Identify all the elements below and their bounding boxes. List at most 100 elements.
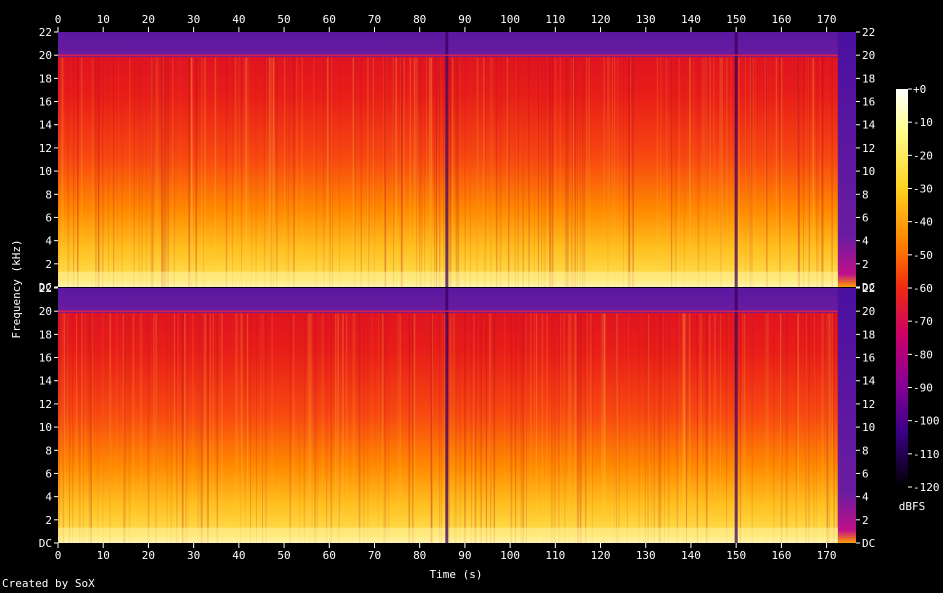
texture-streak — [91, 313, 93, 543]
texture-streak — [240, 313, 243, 543]
texture-streak — [133, 57, 135, 287]
texture-streak — [552, 57, 554, 287]
texture-streak — [303, 313, 306, 543]
texture-streak — [797, 313, 799, 543]
texture-streak — [560, 313, 562, 543]
texture-streak — [678, 313, 680, 543]
texture-streak — [109, 313, 111, 543]
texture-streak — [128, 313, 131, 543]
y-tick-label: 2 — [862, 514, 869, 527]
x-tick-label: 100 — [500, 549, 520, 562]
y-tick-label: 2 — [45, 514, 52, 527]
texture-streak — [352, 313, 354, 543]
texture-streak — [273, 57, 275, 287]
texture-streak — [209, 313, 211, 543]
texture-streak — [564, 57, 567, 287]
texture-streak — [607, 57, 609, 287]
texture-streak — [573, 313, 576, 543]
texture-streak — [469, 57, 471, 287]
texture-streak — [167, 57, 169, 287]
texture-streak — [699, 313, 700, 543]
texture-streak — [352, 57, 355, 287]
texture-streak — [670, 57, 673, 287]
texture-streak — [826, 313, 828, 543]
y-tick-label: 14 — [862, 119, 876, 132]
texture-streak — [578, 313, 580, 543]
texture-streak — [767, 57, 768, 287]
texture-streak — [73, 57, 75, 287]
texture-streak — [573, 57, 574, 287]
x-tick-label: 60 — [323, 13, 336, 26]
texture-streak — [236, 313, 238, 543]
texture-streak — [473, 313, 475, 543]
texture-streak — [575, 313, 577, 543]
texture-streak — [284, 57, 286, 287]
texture-streak — [368, 57, 369, 287]
texture-streak — [816, 57, 818, 287]
texture-streak — [721, 57, 723, 287]
texture-streak — [816, 57, 818, 287]
texture-streak — [420, 57, 423, 287]
texture-streak — [400, 57, 402, 287]
texture-streak — [563, 313, 565, 543]
texture-streak — [424, 57, 426, 287]
texture-streak — [499, 57, 502, 287]
texture-streak — [454, 313, 456, 543]
y-tick-label: 2 — [45, 258, 52, 271]
texture-streak — [704, 57, 706, 287]
y-tick-label: 18 — [862, 72, 875, 85]
y-tick-label: 22 — [39, 26, 52, 39]
x-tick-label: 110 — [545, 549, 565, 562]
texture-streak — [629, 57, 631, 287]
texture-streak — [84, 313, 86, 543]
texture-streak — [719, 57, 721, 287]
texture-streak — [780, 57, 783, 287]
texture-streak — [430, 313, 432, 543]
texture-streak — [66, 313, 68, 543]
texture-streak — [323, 57, 325, 287]
y-tick-label: 8 — [45, 444, 52, 457]
texture-streak — [638, 313, 640, 543]
texture-streak — [439, 313, 440, 543]
texture-streak — [238, 57, 241, 287]
texture-streak — [648, 313, 650, 543]
texture-streak — [720, 57, 722, 287]
texture-streak — [449, 313, 450, 543]
texture-streak — [749, 57, 751, 287]
texture-streak — [675, 57, 677, 287]
texture-streak — [263, 313, 264, 543]
colorbar-tick-label: -80 — [913, 348, 933, 361]
texture-streak — [429, 57, 430, 287]
texture-streak — [808, 57, 810, 287]
y-tick-label: 4 — [45, 235, 52, 248]
texture-streak — [686, 313, 688, 543]
x-tick-label: 10 — [97, 549, 110, 562]
texture-streak — [492, 57, 493, 287]
texture-streak — [779, 57, 781, 287]
texture-streak — [354, 57, 356, 287]
texture-streak — [151, 57, 153, 287]
texture-streak — [765, 313, 767, 543]
texture-streak — [403, 57, 405, 287]
texture-streak — [554, 57, 556, 287]
texture-streak — [199, 313, 201, 543]
texture-streak — [288, 57, 290, 287]
texture-streak — [705, 57, 707, 287]
texture-streak — [373, 57, 375, 287]
texture-streak — [307, 313, 309, 543]
texture-streak — [520, 313, 522, 543]
x-tick-label: 60 — [323, 549, 336, 562]
texture-streak — [464, 313, 466, 543]
texture-streak — [752, 57, 754, 287]
texture-streak — [234, 57, 237, 287]
texture-streak — [331, 57, 333, 287]
texture-streak — [813, 57, 814, 287]
spectrogram-tail — [837, 288, 856, 543]
texture-streak — [708, 313, 711, 543]
texture-streak — [755, 57, 756, 287]
texture-streak — [490, 313, 492, 543]
texture-streak — [132, 313, 135, 543]
texture-streak — [714, 313, 716, 543]
texture-streak — [140, 313, 143, 543]
texture-streak — [272, 57, 275, 287]
